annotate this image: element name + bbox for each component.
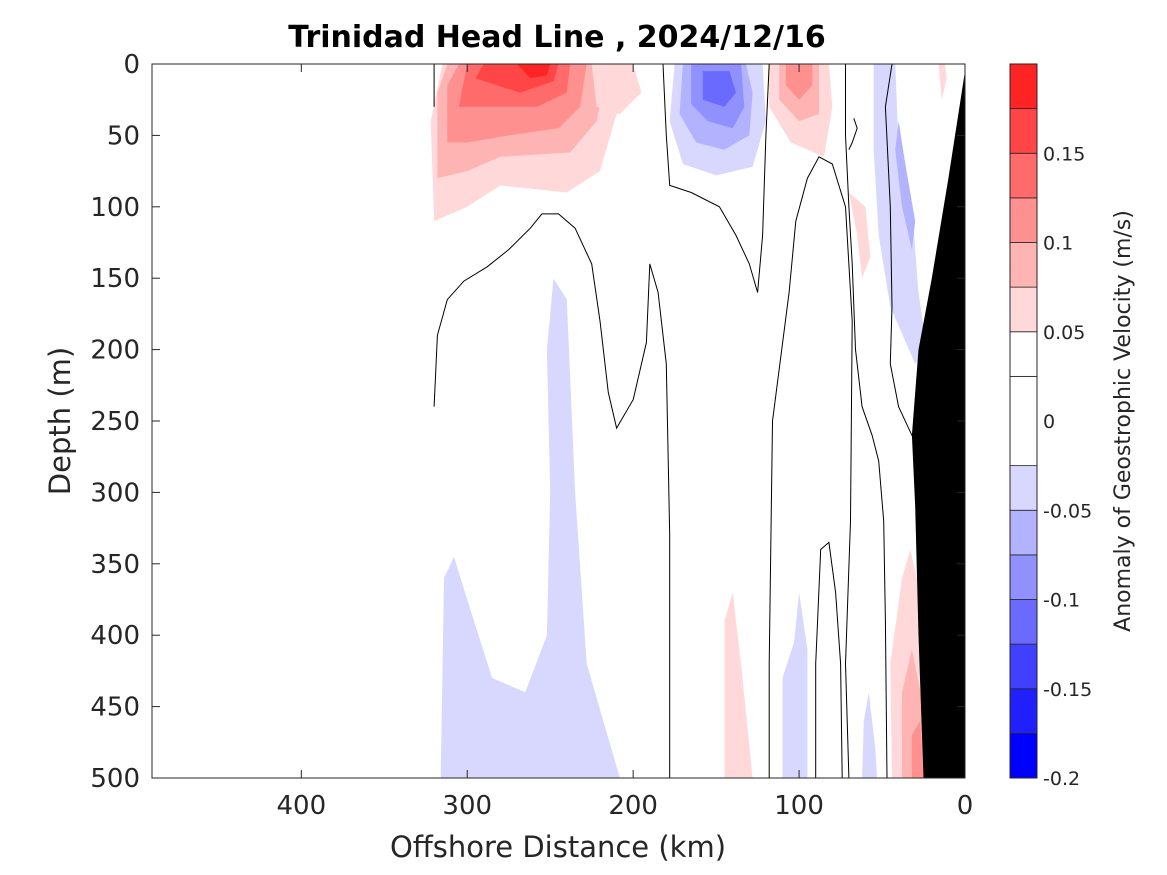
velocity-region-20 xyxy=(724,592,753,778)
chart-title: Trinidad Head Line , 2024/12/16 xyxy=(288,20,825,55)
colorbar-tick-label-7: -0.2 xyxy=(1043,768,1080,790)
zero-contours xyxy=(433,64,923,778)
x-tick-label-2: 200 xyxy=(608,791,658,821)
colorbar-frame xyxy=(1009,63,1038,779)
x-tick-label-4: 400 xyxy=(277,791,327,821)
x-tick-label-0: 0 xyxy=(957,791,974,821)
y-tick-label-1: 50 xyxy=(107,121,140,151)
zero-contour-line-0 xyxy=(433,213,671,778)
velocity-regions xyxy=(430,64,947,778)
velocity-region-6 xyxy=(702,71,736,107)
y-tick-label-4: 200 xyxy=(90,336,140,366)
velocity-region-23 xyxy=(911,720,924,778)
colorbar-swatch-14 xyxy=(1009,63,1038,110)
y-axis-label: Depth (m) xyxy=(43,347,77,495)
colorbar-tick-label-6: -0.15 xyxy=(1043,679,1092,701)
colorbar-tick-label-4: -0.05 xyxy=(1043,500,1092,522)
y-tick-label-5: 250 xyxy=(90,407,140,437)
velocity-region-14 xyxy=(517,64,551,79)
velocity-region-19 xyxy=(848,192,871,279)
colorbar-swatch-0 xyxy=(1009,732,1038,779)
y-axis-ticks: 0 50 100 150 200 250 300 350 400 450 500 xyxy=(90,50,965,794)
colorbar-tick-label-1: 0.1 xyxy=(1043,233,1073,255)
velocity-region-18 xyxy=(785,64,813,100)
colorbar-swatch-2 xyxy=(1009,643,1038,690)
zero-contour-line-2 xyxy=(662,64,770,293)
velocity-region-1 xyxy=(782,592,808,778)
colorbar-tick-label-2: 0.05 xyxy=(1043,322,1085,344)
colorbar-swatch-11 xyxy=(1009,197,1038,243)
colorbar-swatch-7 xyxy=(1009,375,1038,467)
colorbar xyxy=(1009,63,1038,779)
zero-contour-line-4 xyxy=(815,541,843,778)
velocity-region-2 xyxy=(862,692,878,778)
colorbar-label: Anomaly of Geostrophic Velocity (m/s) xyxy=(1111,210,1136,632)
colorbar-swatch-1 xyxy=(1009,688,1038,734)
colorbar-swatch-12 xyxy=(1009,152,1038,199)
colorbar-swatch-3 xyxy=(1009,599,1038,645)
velocity-region-0 xyxy=(440,278,620,778)
colorbar-tick-label-5: -0.1 xyxy=(1043,590,1080,612)
colorbar-swatch-10 xyxy=(1009,242,1038,288)
bathymetry xyxy=(911,64,965,778)
zero-contour-line-3 xyxy=(768,156,853,778)
colorbar-ticks: 0.15 0.1 0.05 0 -0.05 -0.1 -0.15 -0.2 xyxy=(1043,143,1092,790)
velocity-region-24 xyxy=(938,64,947,100)
colorbar-swatch-13 xyxy=(1009,108,1038,154)
y-tick-label-6: 300 xyxy=(90,478,140,508)
colorbar-swatch-4 xyxy=(1009,554,1038,600)
x-tick-label-3: 300 xyxy=(442,791,492,821)
y-tick-label-2: 100 xyxy=(90,193,140,223)
colorbar-tick-label-3: 0 xyxy=(1043,411,1055,433)
x-axis-ticks: 0 100 200 300 400 xyxy=(277,64,974,821)
zero-contour-line-7 xyxy=(884,64,923,450)
colorbar-tick-label-0: 0.15 xyxy=(1043,143,1085,165)
y-tick-label-10: 500 xyxy=(90,764,140,794)
colorbar-swatch-5 xyxy=(1009,509,1038,556)
y-tick-label-9: 450 xyxy=(90,693,140,723)
colorbar-swatch-8 xyxy=(1009,331,1038,377)
seafloor-shape xyxy=(911,64,965,778)
colorbar-swatch-6 xyxy=(1009,465,1038,511)
x-axis-label: Offshore Distance (km) xyxy=(390,830,726,864)
velocity-region-8 xyxy=(895,121,916,250)
x-tick-label-1: 100 xyxy=(774,791,824,821)
y-tick-label-0: 0 xyxy=(123,50,140,80)
y-tick-label-7: 350 xyxy=(90,550,140,580)
velocity-region-15 xyxy=(591,64,642,114)
zero-contour-line-5 xyxy=(845,64,888,778)
colorbar-swatch-9 xyxy=(1009,286,1038,333)
y-tick-label-3: 150 xyxy=(90,264,140,294)
zero-contour-line-6 xyxy=(848,118,858,150)
y-tick-label-8: 400 xyxy=(90,621,140,651)
